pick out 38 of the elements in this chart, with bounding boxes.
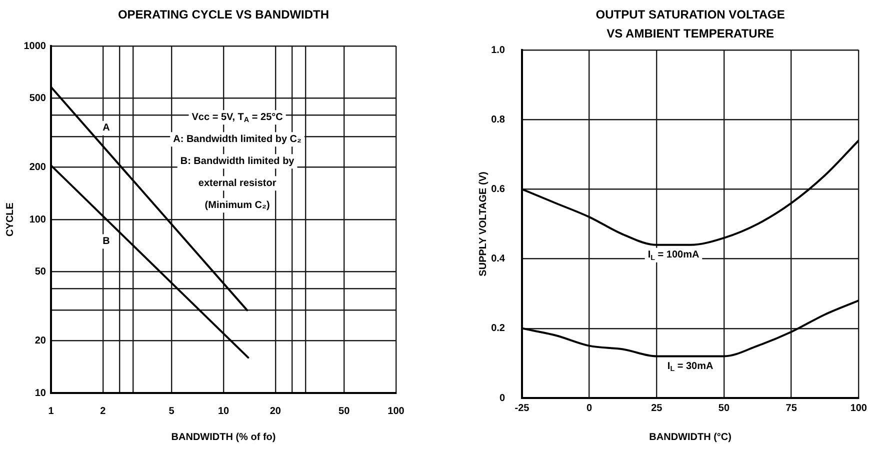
x-axis-title: BANDWIDTH (°C)	[649, 432, 732, 443]
annotation: A: Bandwidth limited by C₂	[173, 134, 302, 145]
y-tick-label: 1.0	[491, 44, 506, 56]
y-tick-label: 1000	[24, 40, 46, 52]
chart-title: OPERATING CYCLE VS BANDWIDTH	[118, 7, 330, 22]
y-tick-label: 0.8	[491, 114, 506, 126]
x-tick-label: 10	[218, 406, 230, 417]
y-tick-label: 0.2	[491, 323, 506, 334]
y-tick-label: 0.4	[491, 254, 506, 265]
y-tick-label: 10	[34, 388, 46, 399]
y-axis-title: SUPPLY VOLTAGE (V)	[478, 172, 489, 276]
y-tick-label: 100	[29, 214, 46, 226]
x-tick-label: 2	[100, 406, 106, 417]
x-tick-label: 25	[651, 402, 663, 414]
series-label: B	[102, 236, 110, 247]
y-tick-label: 0.6	[491, 184, 506, 195]
annotation: B: Bandwidth limited by	[180, 156, 295, 167]
annotation: (Minimum C₂)	[204, 200, 270, 211]
x-tick-label: 5	[168, 406, 175, 417]
series-label: A	[102, 122, 110, 134]
x-tick-label: 100	[388, 406, 405, 417]
x-tick-label: 0	[586, 402, 593, 414]
y-tick-label: 0	[499, 392, 506, 404]
chart-title: OUTPUT SATURATION VOLTAGE VS AMBIENT TEMPERATURE	[596, 7, 785, 40]
x-tick-label: 20	[270, 406, 282, 417]
y-tick-label: 200	[29, 162, 46, 174]
x-tick-label: 1	[48, 406, 54, 417]
y-tick-label: 50	[34, 266, 46, 278]
x-tick-label: 50	[338, 406, 350, 417]
x-axis-title: BANDWIDTH (% of fo)	[171, 432, 276, 443]
y-axis-title: CYCLE	[4, 202, 16, 236]
x-tick-label: 75	[786, 402, 798, 414]
x-tick-label: 100	[850, 402, 868, 414]
y-tick-label: 20	[34, 336, 46, 347]
x-tick-label: -25	[514, 402, 530, 414]
x-tick-label: 50	[718, 402, 730, 414]
y-tick-label: 500	[29, 92, 46, 104]
annotation: external resistor	[198, 178, 276, 189]
